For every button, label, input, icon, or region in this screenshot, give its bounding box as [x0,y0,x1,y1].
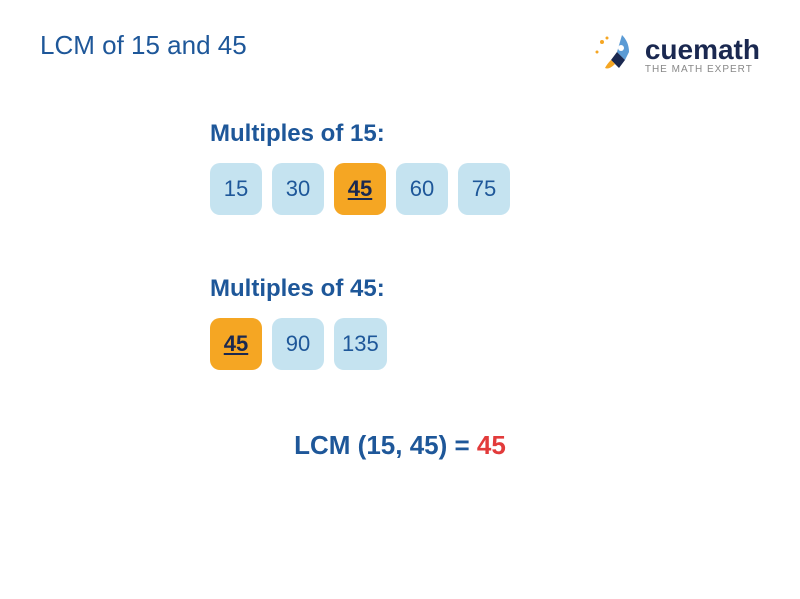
rocket-icon [587,30,637,80]
logo-brand: cuemath [645,36,760,64]
multiples-15-item-4: 75 [458,163,510,215]
result-label: LCM (15, 45) = [294,430,477,460]
multiples-15-label: Multiples of 15: [210,120,760,148]
logo-tagline: THE MATH EXPERT [645,64,760,75]
multiples-15-item-0: 15 [210,163,262,215]
content: Multiples of 15: 1530456075 Multiples of… [40,120,760,461]
multiples-45-item-2: 135 [334,318,387,370]
multiples-45-row: 4590135 [210,318,760,370]
multiples-45-item-0: 45 [210,318,262,370]
page-title: LCM of 15 and 45 [40,30,247,61]
multiples-15-row: 1530456075 [210,163,760,215]
result: LCM (15, 45) = 45 [40,430,760,461]
multiples-45-item-1: 90 [272,318,324,370]
header: LCM of 15 and 45 cuemath THE MATH EXPERT [40,30,760,80]
multiples-15-item-3: 60 [396,163,448,215]
multiples-15-item-1: 30 [272,163,324,215]
result-value: 45 [477,430,506,460]
multiples-15-item-2: 45 [334,163,386,215]
logo-text-wrapper: cuemath THE MATH EXPERT [645,36,760,75]
multiples-45-label: Multiples of 45: [210,275,760,303]
logo: cuemath THE MATH EXPERT [587,30,760,80]
